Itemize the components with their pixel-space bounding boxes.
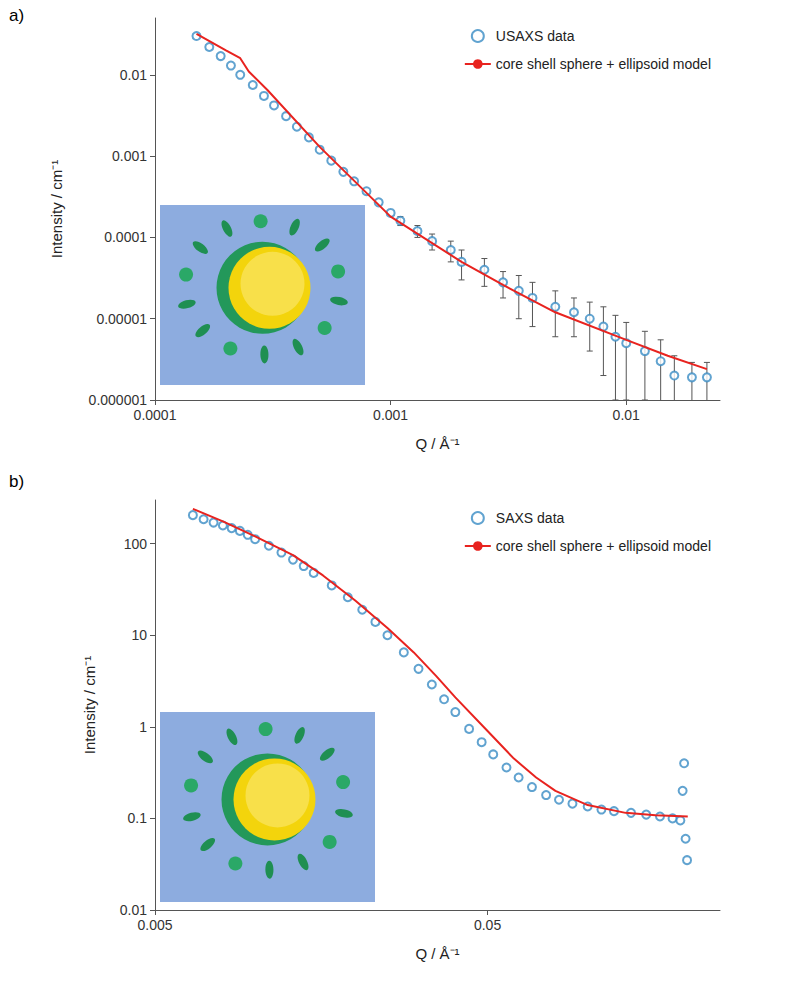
svg-text:0.0001: 0.0001 <box>134 407 177 423</box>
svg-text:0.0001: 0.0001 <box>104 229 147 245</box>
svg-text:0.01: 0.01 <box>613 407 640 423</box>
svg-text:0.005: 0.005 <box>137 917 172 933</box>
svg-text:Intensity / cm⁻¹: Intensity / cm⁻¹ <box>81 656 98 754</box>
svg-text:b): b) <box>9 472 24 491</box>
svg-text:Q / Å⁻¹: Q / Å⁻¹ <box>415 945 459 962</box>
svg-text:0.001: 0.001 <box>112 148 147 164</box>
svg-text:0.1: 0.1 <box>128 810 148 826</box>
svg-text:10: 10 <box>131 627 147 643</box>
svg-text:0.01: 0.01 <box>120 902 147 918</box>
svg-text:USAXS data: USAXS data <box>496 28 575 44</box>
svg-text:100: 100 <box>124 536 148 552</box>
svg-text:core shell sphere + ellipsoid: core shell sphere + ellipsoid model <box>496 56 711 72</box>
svg-text:0.001: 0.001 <box>373 407 408 423</box>
svg-text:1: 1 <box>139 719 147 735</box>
svg-text:Intensity / cm⁻¹: Intensity / cm⁻¹ <box>48 160 65 258</box>
svg-text:0.00001: 0.00001 <box>96 311 147 327</box>
svg-text:core shell sphere + ellipsoid: core shell sphere + ellipsoid model <box>496 538 711 554</box>
svg-text:0.01: 0.01 <box>120 67 147 83</box>
svg-text:0.05: 0.05 <box>474 917 501 933</box>
svg-text:0.000001: 0.000001 <box>89 392 148 408</box>
svg-text:SAXS data: SAXS data <box>496 510 565 526</box>
svg-text:a): a) <box>9 6 24 25</box>
svg-text:Q / Å⁻¹: Q / Å⁻¹ <box>415 435 459 452</box>
